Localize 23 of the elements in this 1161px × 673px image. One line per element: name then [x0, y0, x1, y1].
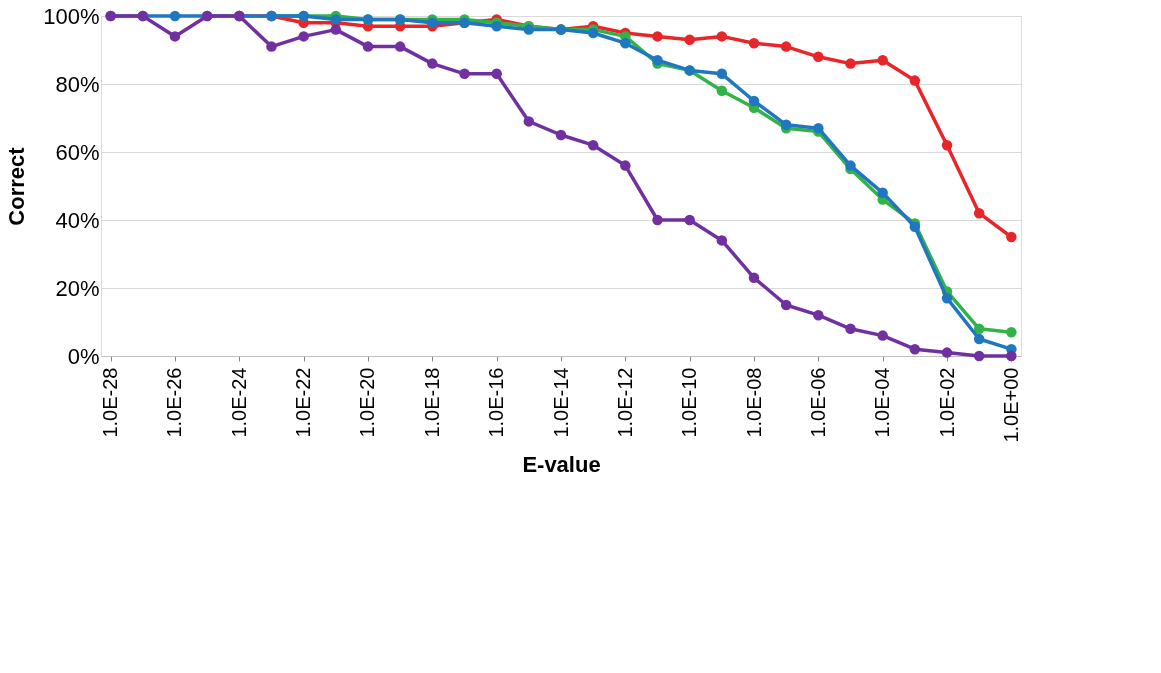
y-tick-label: 100% — [43, 3, 100, 29]
x-tick-label: 1.0E-22 — [292, 367, 315, 438]
x-tick-label: 1.0E-02 — [935, 367, 958, 438]
y-axis-title: Correct — [4, 146, 30, 226]
x-tick-label: 1.0E-18 — [420, 367, 443, 438]
x-tick-label: 1.0E-14 — [549, 367, 572, 438]
x-tick-label: 1.0E+00 — [999, 367, 1022, 443]
x-tick-label: 1.0E-28 — [99, 367, 122, 438]
y-tick-label: 60% — [55, 139, 100, 165]
x-tick-label: 1.0E-04 — [871, 367, 894, 438]
y-tick-label: 20% — [55, 275, 100, 301]
y-tick-label: 40% — [55, 207, 100, 233]
x-tick-label: 1.0E-08 — [742, 367, 765, 438]
x-tick-label: 1.0E-10 — [678, 367, 701, 438]
x-tick-label: 1.0E-12 — [613, 367, 636, 438]
x-tick-label: 1.0E-24 — [227, 367, 250, 438]
x-tick-label: 1.0E-06 — [806, 367, 829, 438]
x-tick-label: 1.0E-16 — [485, 367, 508, 438]
x-tick-label: 1.0E-20 — [356, 367, 379, 438]
y-tick-label: 80% — [55, 71, 100, 97]
x-axis-title: E-value — [522, 451, 601, 477]
x-tick-label: 1.0E-26 — [163, 367, 186, 438]
y-tick-label: 0% — [67, 343, 100, 369]
